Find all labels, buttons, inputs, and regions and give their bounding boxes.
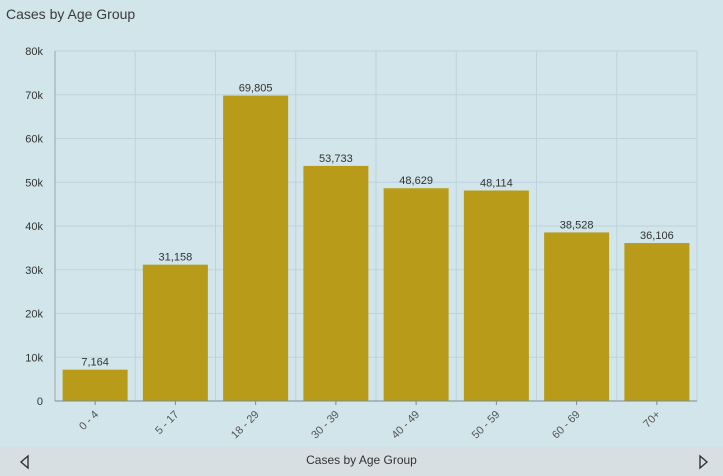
bar — [383, 188, 449, 401]
y-tick-label: 80k — [25, 46, 43, 58]
data-label: 7,164 — [81, 357, 109, 369]
y-tick-label: 30k — [25, 265, 43, 277]
bar — [544, 232, 610, 401]
bar — [223, 95, 289, 402]
bar — [303, 165, 369, 401]
chart-bars: 7,164 31,158 69,805 53,733 48,629 48,114 38,52… — [62, 83, 690, 402]
x-tick-label: 30 - 39 — [309, 409, 342, 442]
data-label: 38,528 — [560, 219, 594, 231]
footer-label: Cases by Age Group — [306, 453, 417, 467]
data-label: 31,158 — [159, 252, 193, 264]
x-tick-label: 5 - 17 — [153, 409, 181, 437]
data-label: 48,629 — [399, 175, 433, 187]
bar — [624, 243, 690, 401]
page-title: Cases by Age Group — [6, 6, 136, 22]
bar-chart: 7,164 31,158 69,805 53,733 48,629 48,114 38,52… — [25, 46, 698, 442]
y-tick-label: 20k — [25, 309, 43, 321]
data-label: 69,805 — [239, 83, 273, 95]
bar — [142, 264, 208, 401]
x-tick-label: 40 - 49 — [390, 409, 423, 442]
previous-arrow-icon[interactable] — [16, 453, 34, 471]
data-label: 48,114 — [480, 178, 513, 190]
y-tick-label: 60k — [25, 134, 43, 146]
next-arrow-icon[interactable] — [694, 453, 712, 471]
bar — [62, 369, 128, 401]
y-tick-label: 70k — [25, 90, 43, 102]
y-tick-label: 40k — [25, 221, 43, 233]
chart-footer: Cases by Age Group — [0, 447, 723, 476]
data-label: 53,733 — [319, 153, 353, 165]
y-tick-label: 10k — [25, 352, 43, 364]
x-tick-label: 0 - 4 — [77, 409, 101, 433]
x-tick-label: 70+ — [641, 409, 663, 431]
y-tick-label: 0 — [37, 396, 43, 408]
x-tick-label: 18 - 29 — [229, 409, 262, 442]
x-tick-label: 60 - 69 — [550, 409, 583, 442]
bar — [463, 190, 529, 401]
y-tick-label: 50k — [25, 177, 43, 189]
x-tick-label: 50 - 59 — [470, 409, 503, 442]
data-label: 36,106 — [640, 230, 674, 242]
